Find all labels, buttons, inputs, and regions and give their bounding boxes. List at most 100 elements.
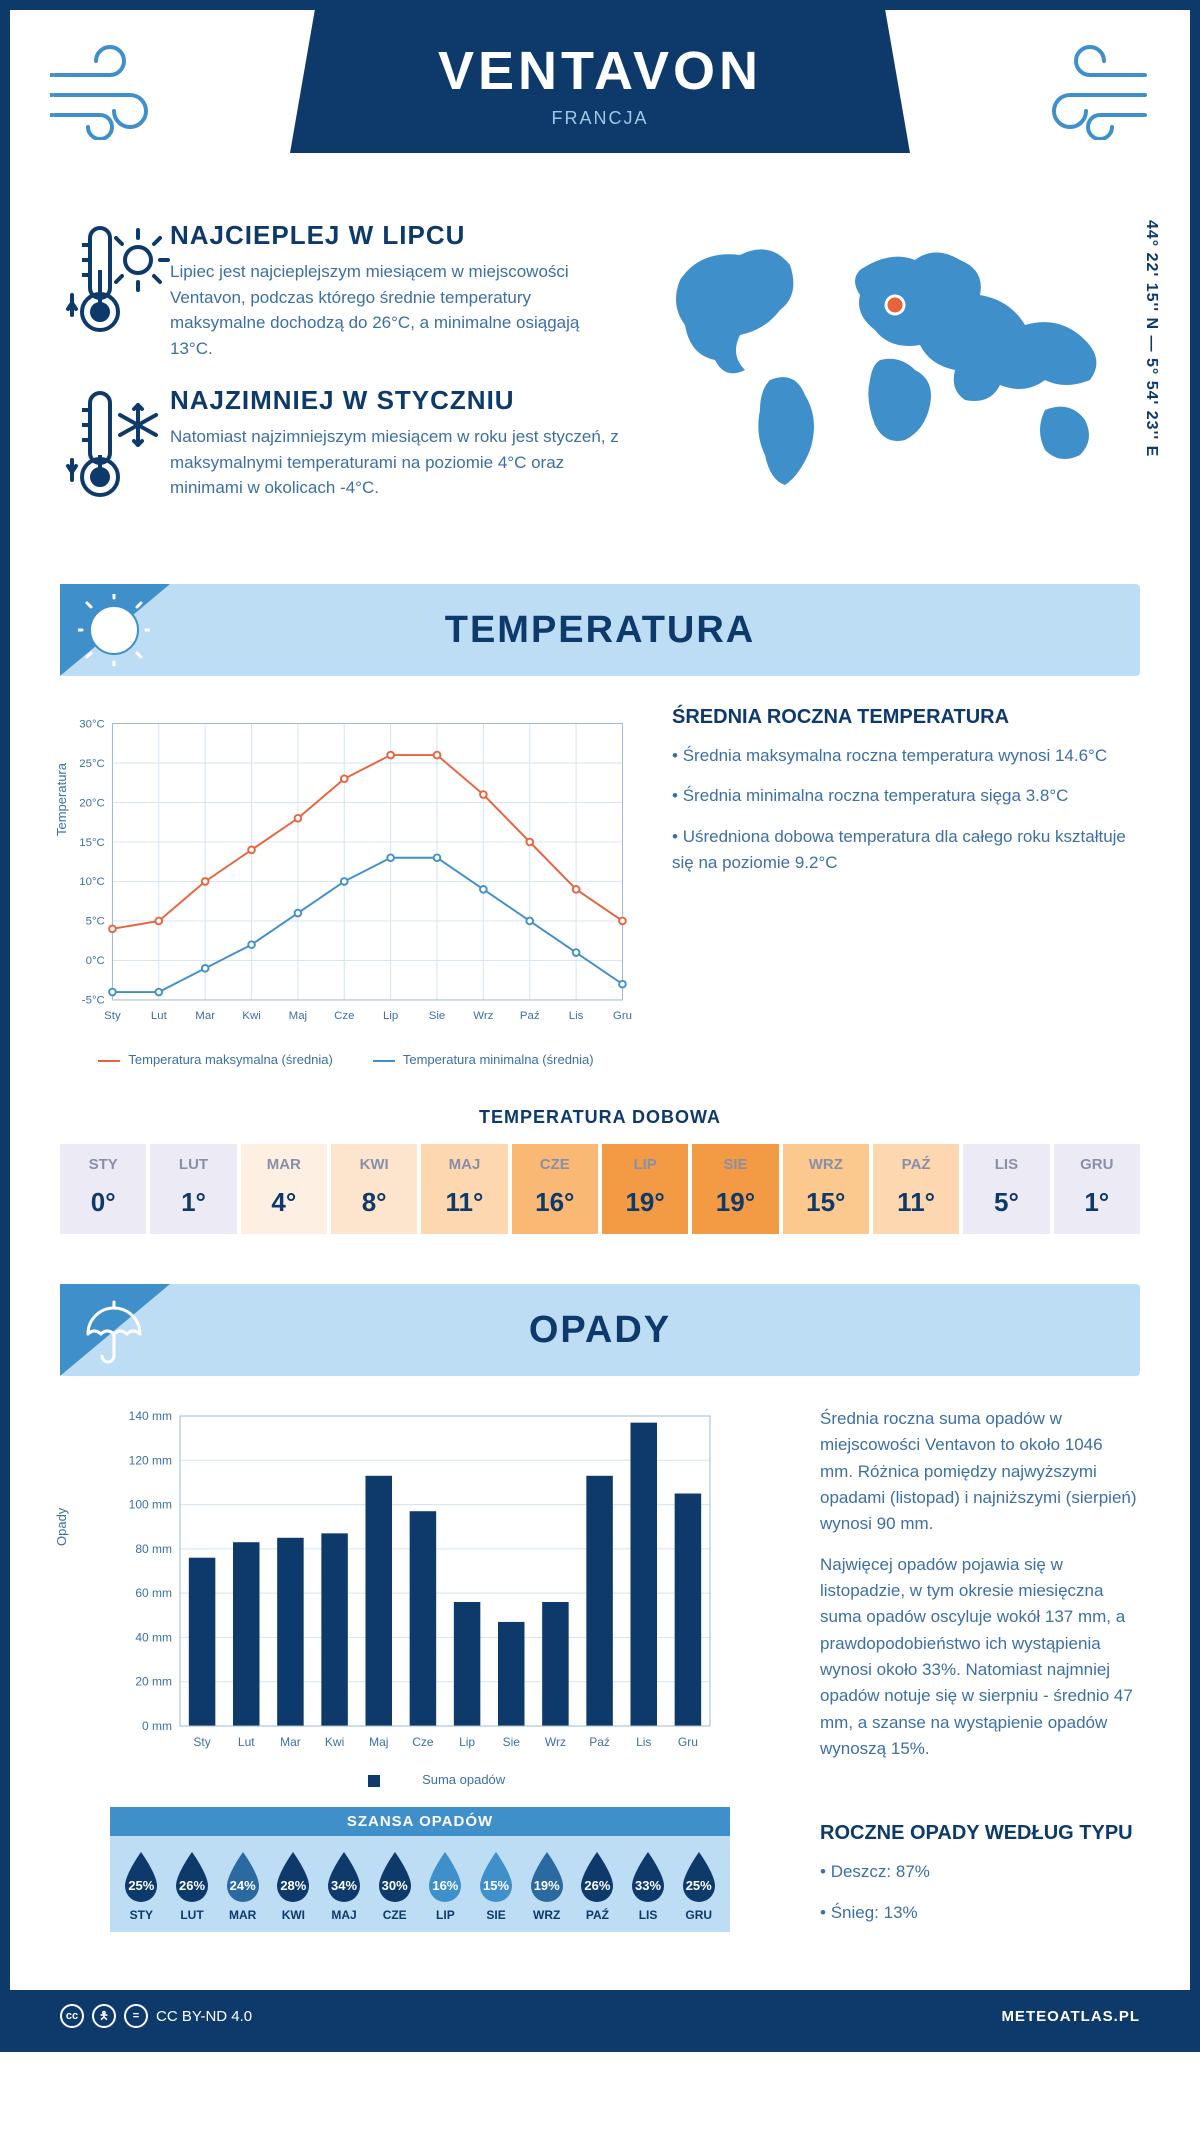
svg-text:Maj: Maj [369,1735,388,1749]
header: VENTAVON FRANCJA [10,10,1190,210]
svg-text:Sie: Sie [429,1010,446,1022]
temperature-line-chart: Temperatura -5°C0°C5°C10°C15°C20°C25°C30… [60,706,632,1067]
location-title: VENTAVON [290,40,910,102]
chance-cell: 15% SIE [471,1850,522,1922]
info-row: NAJCIEPLEJ W LIPCU Lipiec jest najcieple… [10,210,1190,564]
svg-text:5°C: 5°C [86,916,105,928]
temperature-summary: ŚREDNIA ROCZNA TEMPERATURA Średnia maksy… [672,706,1140,1067]
precip-p2: Najwięcej opadów pojawia się w listopadz… [820,1552,1140,1763]
temp-bullet: Średnia maksymalna roczna temperatura wy… [672,743,1140,769]
umbrella-icon [78,1294,150,1366]
location-subtitle: FRANCJA [290,108,910,129]
daily-temp-row: STY0°LUT1°MAR4°KWI8°MAJ11°CZE16°LIP19°SI… [10,1144,1190,1234]
daily-temp-title: TEMPERATURA DOBOWA [10,1107,1190,1128]
daily-cell: MAR4° [241,1144,327,1234]
svg-text:60 mm: 60 mm [135,1586,172,1600]
page: VENTAVON FRANCJA [0,0,1200,2052]
daily-cell: GRU1° [1054,1144,1140,1234]
precip-y-label: Opady [54,1508,69,1546]
section-header-precip: OPADY [60,1284,1140,1376]
daily-cell: MAJ11° [421,1144,507,1234]
svg-text:Kwi: Kwi [242,1010,260,1022]
section-header-temperature: TEMPERATURA [60,584,1140,676]
temp-bullet: Średnia minimalna roczna temperatura się… [672,783,1140,809]
svg-text:Lip: Lip [383,1010,398,1022]
temperature-title: TEMPERATURA [445,609,756,652]
svg-text:10°C: 10°C [79,876,105,888]
fact-warm-body: Lipiec jest najcieplejszym miesiącem w m… [170,259,620,361]
temp-legend: Temperatura maksymalna (średnia) Tempera… [60,1052,632,1067]
svg-text:Kwi: Kwi [325,1735,344,1749]
fact-warm-title: NAJCIEPLEJ W LIPCU [170,220,620,251]
svg-text:Lut: Lut [238,1735,255,1749]
footer: cc 🯅 = CC BY-ND 4.0 METEOATLAS.PL [10,1990,1190,2042]
precip-p1: Średnia roczna suma opadów w miejscowośc… [820,1406,1140,1538]
legend-min: Temperatura minimalna (średnia) [373,1052,594,1067]
fact-warmest: NAJCIEPLEJ W LIPCU Lipiec jest najcieple… [60,220,620,361]
world-map: 44° 22' 15'' N — 5° 54' 23'' E [650,220,1140,534]
svg-text:30°C: 30°C [79,718,105,730]
svg-text:Cze: Cze [412,1735,434,1749]
precip-bar-chart: Opady 0 mm20 mm40 mm60 mm80 mm100 mm120 … [60,1406,780,1940]
license-text: CC BY-ND 4.0 [156,2008,252,2025]
license: cc 🯅 = CC BY-ND 4.0 [60,2004,252,2028]
title-banner: VENTAVON FRANCJA [290,10,910,153]
daily-cell: WRZ15° [783,1144,869,1234]
daily-cell: LUT1° [150,1144,236,1234]
legend-max: Temperatura maksymalna (średnia) [98,1052,332,1067]
cc-icon: cc [60,2004,84,2028]
svg-text:Gru: Gru [678,1735,698,1749]
svg-text:Paź: Paź [589,1735,610,1749]
nd-icon: = [124,2004,148,2028]
by-icon: 🯅 [92,2004,116,2028]
precip-summary: Średnia roczna suma opadów w miejscowośc… [820,1406,1140,1940]
wind-icon-left [50,40,180,140]
thermometer-snow-icon [60,385,170,510]
svg-text:Lis: Lis [569,1010,584,1022]
precip-type-title: ROCZNE OPADY WEDŁUG TYPU [820,1822,1140,1845]
daily-cell: KWI8° [331,1144,417,1234]
svg-text:40 mm: 40 mm [135,1630,172,1644]
wind-icon-right [1020,40,1150,140]
temp-bullet: Uśredniona dobowa temperatura dla całego… [672,824,1140,877]
type-bullet: Śnieg: 13% [820,1900,1140,1926]
fact-cold-body: Natomiast najzimniejszym miesiącem w rok… [170,424,620,501]
coordinates: 44° 22' 15'' N — 5° 54' 23'' E [1142,220,1160,457]
chance-cell: 26% PAŹ [572,1850,623,1922]
daily-cell: STY0° [60,1144,146,1234]
svg-text:Mar: Mar [195,1010,215,1022]
precip-title: OPADY [529,1309,671,1352]
facts-column: NAJCIEPLEJ W LIPCU Lipiec jest najcieple… [60,220,650,534]
svg-text:Sty: Sty [193,1735,210,1749]
chance-title: SZANSA OPADÓW [110,1807,730,1836]
svg-text:Mar: Mar [280,1735,301,1749]
svg-text:Cze: Cze [334,1010,354,1022]
chance-cell: 26% LUT [167,1850,218,1922]
svg-text:Sie: Sie [503,1735,521,1749]
svg-text:100 mm: 100 mm [129,1498,172,1512]
fact-coldest: NAJZIMNIEJ W STYCZNIU Natomiast najzimni… [60,385,620,510]
world-map-svg [650,220,1140,500]
svg-text:0 mm: 0 mm [142,1719,172,1733]
legend-precip: Suma opadów [335,1772,505,1787]
daily-cell: LIS5° [963,1144,1049,1234]
svg-text:Lut: Lut [151,1010,168,1022]
svg-text:0°C: 0°C [86,955,105,967]
svg-text:Lis: Lis [636,1735,651,1749]
svg-text:Wrz: Wrz [473,1010,493,1022]
svg-text:-5°C: -5°C [82,995,105,1007]
svg-text:140 mm: 140 mm [129,1409,172,1423]
thermometer-sun-icon [60,220,170,361]
temp-summary-title: ŚREDNIA ROCZNA TEMPERATURA [672,706,1140,729]
temperature-split: Temperatura -5°C0°C5°C10°C15°C20°C25°C30… [10,706,1190,1077]
sun-icon [78,594,150,666]
chance-cell: 19% WRZ [521,1850,572,1922]
svg-text:20 mm: 20 mm [135,1675,172,1689]
svg-text:Paź: Paź [520,1010,540,1022]
precip-split: Opady 0 mm20 mm40 mm60 mm80 mm100 mm120 … [10,1406,1190,1950]
svg-text:80 mm: 80 mm [135,1542,172,1556]
map-marker [886,296,904,314]
svg-text:Sty: Sty [104,1010,121,1022]
fact-cold-title: NAJZIMNIEJ W STYCZNIU [170,385,620,416]
chance-cell: 28% KWI [268,1850,319,1922]
